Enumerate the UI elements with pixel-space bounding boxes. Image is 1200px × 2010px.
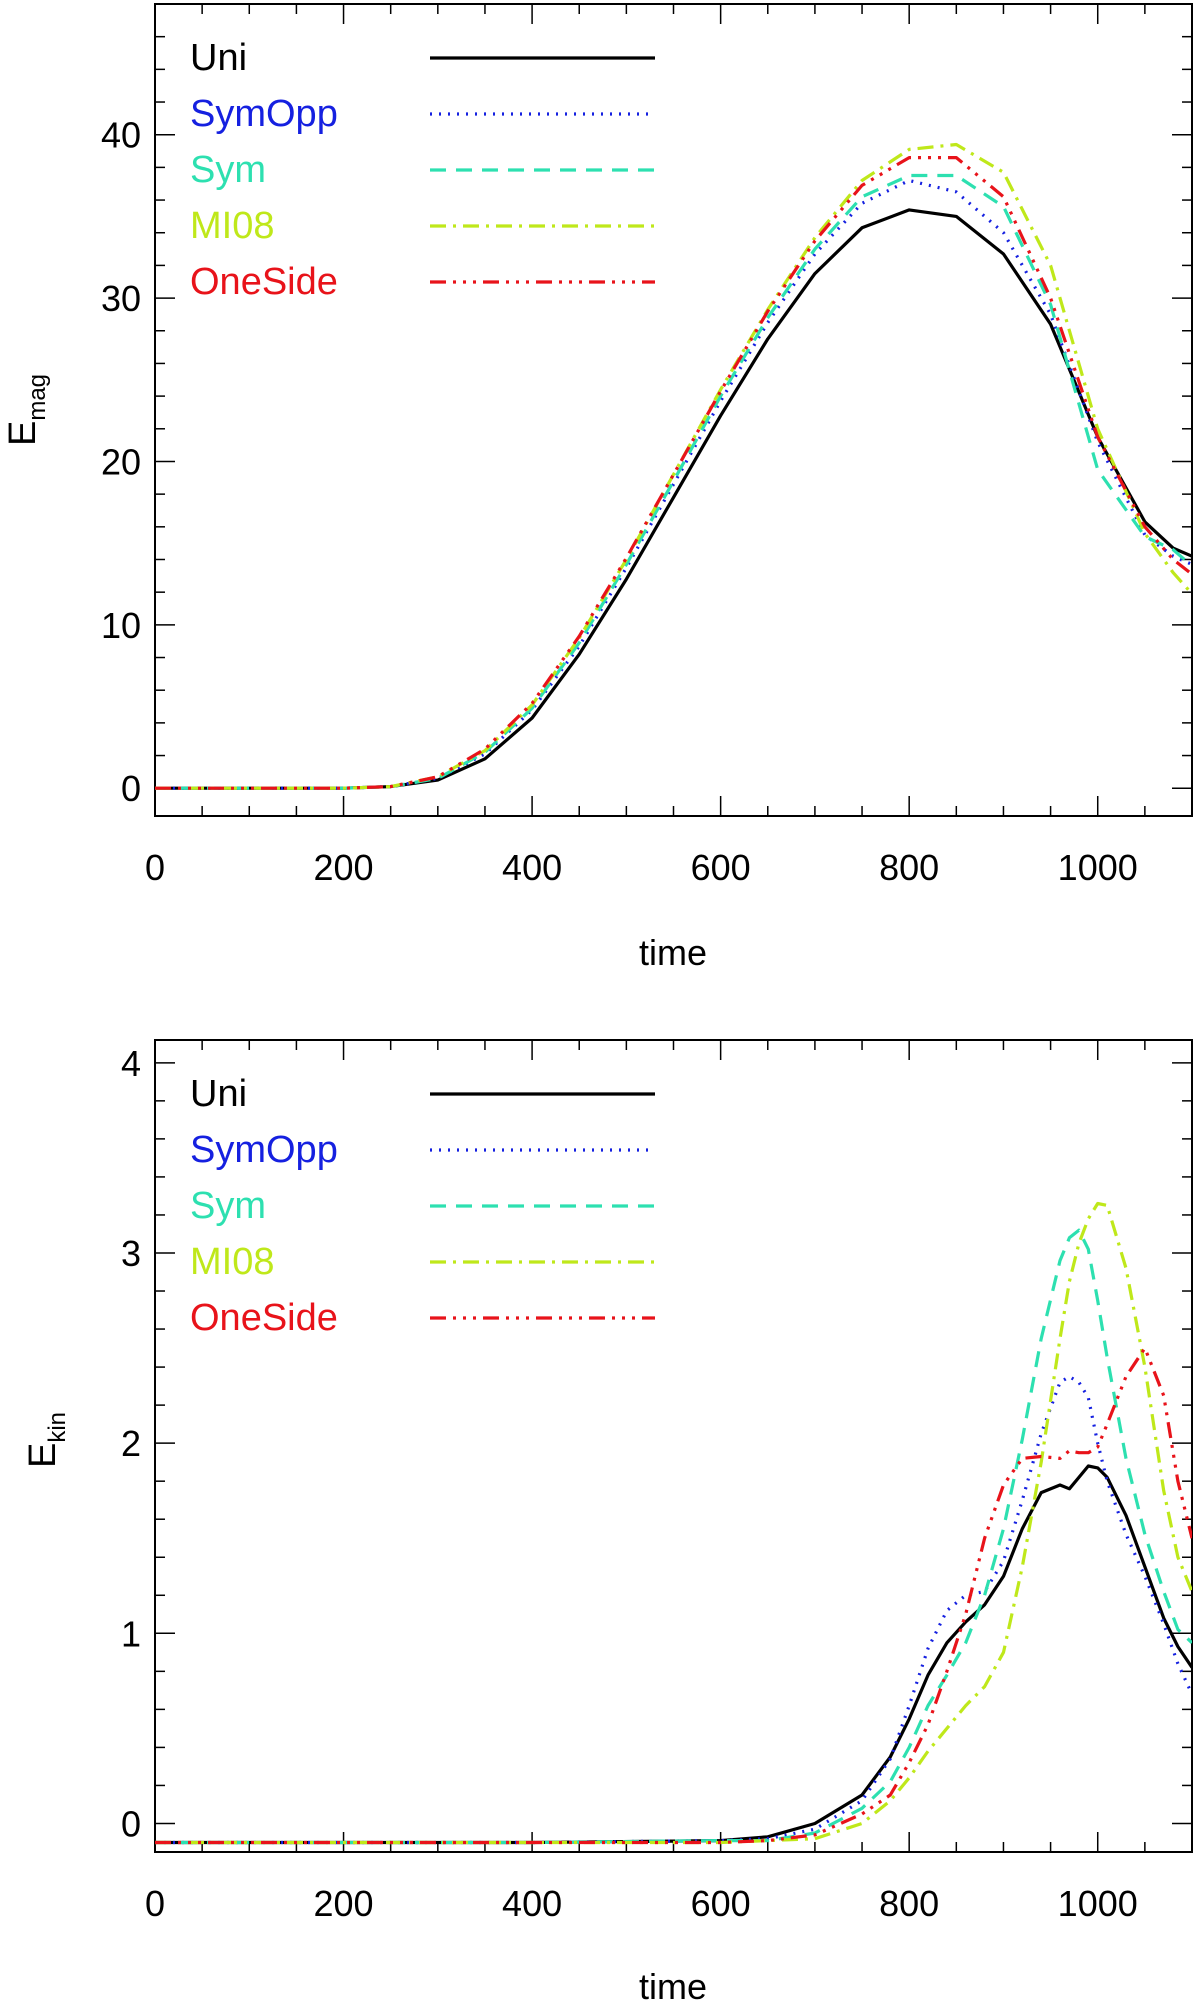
- chart-emag: 0 200 400 600 800 1000 0 10 20 30 40 Uni SymOpp Sym…: [2, 3, 1193, 973]
- legend-label-symopp: SymOpp: [190, 93, 338, 135]
- y-axis-label-main: E: [2, 421, 44, 446]
- series-line-symopp: [155, 178, 1192, 790]
- y-tick-label: 3: [121, 1233, 141, 1274]
- x-tick-label: 1000: [1058, 847, 1138, 888]
- y-axis-label-sub: mag: [24, 374, 51, 421]
- series-line-oneside: [155, 1346, 1192, 1845]
- y-tick-label: 0: [121, 1803, 141, 1844]
- x-tick-label: 200: [314, 1883, 374, 1924]
- legend-label-uni: Uni: [190, 1073, 247, 1115]
- chart-ekin: 0 200 400 600 800 1000 0 1 2 3 4 Uni SymOpp Sym MI08…: [22, 1039, 1193, 2007]
- legend: Uni SymOpp Sym MI08 OneSide: [190, 37, 655, 303]
- x-tick-label: 200: [314, 847, 374, 888]
- x-tick-label: 800: [879, 847, 939, 888]
- legend-label-mi08: MI08: [190, 1241, 274, 1283]
- x-axis-label: time: [639, 932, 707, 973]
- x-tick-label: 400: [502, 1883, 562, 1924]
- legend-label-symopp: SymOpp: [190, 1129, 338, 1171]
- series-layer: [155, 1201, 1192, 1845]
- series-layer: [155, 142, 1192, 790]
- legend-label-uni: Uni: [190, 37, 247, 79]
- y-axis-label: Emag: [2, 374, 51, 446]
- x-axis-ticks: 0 200 400 600 800 1000: [145, 1040, 1193, 1924]
- y-axis-ticks: 0 1 2 3 4: [121, 1043, 1192, 1844]
- y-tick-label: 2: [121, 1423, 141, 1464]
- legend-label-sym: Sym: [190, 149, 266, 191]
- x-tick-label: 600: [691, 1883, 751, 1924]
- series-line-mi08: [155, 1201, 1192, 1845]
- y-tick-label: 20: [101, 441, 141, 482]
- legend-label-mi08: MI08: [190, 205, 274, 247]
- y-tick-label: 40: [101, 115, 141, 156]
- series-line-symopp: [155, 1374, 1192, 1845]
- y-tick-label: 0: [121, 768, 141, 809]
- legend-label-oneside: OneSide: [190, 261, 338, 303]
- x-tick-label: 600: [691, 847, 751, 888]
- y-axis-label: Ekin: [22, 1412, 71, 1468]
- legend-label-oneside: OneSide: [190, 1297, 338, 1339]
- legend-label-sym: Sym: [190, 1185, 266, 1227]
- y-axis-ticks: 0 10 20 30 40: [101, 3, 1192, 809]
- y-tick-label: 30: [101, 278, 141, 319]
- x-tick-label: 400: [502, 847, 562, 888]
- series-line-mi08: [155, 142, 1192, 790]
- y-tick-label: 10: [101, 605, 141, 646]
- series-line-uni: [155, 208, 1192, 790]
- x-tick-label: 0: [145, 847, 165, 888]
- x-tick-label: 800: [879, 1883, 939, 1924]
- x-axis-label: time: [639, 1966, 707, 2007]
- y-tick-label: 1: [121, 1613, 141, 1654]
- y-tick-label: 4: [121, 1043, 141, 1084]
- x-tick-label: 0: [145, 1883, 165, 1924]
- x-axis-ticks: 0 200 400 600 800 1000: [145, 4, 1193, 888]
- legend: Uni SymOpp Sym MI08 OneSide: [190, 1073, 655, 1339]
- y-axis-label-main: E: [22, 1443, 64, 1468]
- series-line-sym: [155, 173, 1192, 790]
- series-line-uni: [155, 1464, 1192, 1845]
- y-axis-label-sub: kin: [44, 1412, 71, 1443]
- series-line-sym: [155, 1228, 1192, 1845]
- x-tick-label: 1000: [1058, 1883, 1138, 1924]
